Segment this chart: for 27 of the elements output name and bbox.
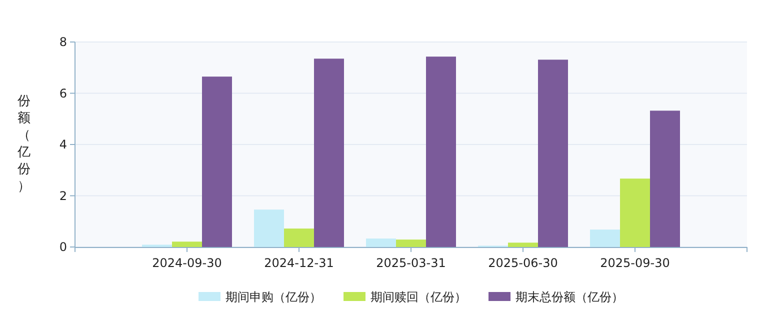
bar: [508, 242, 538, 247]
bar: [538, 60, 568, 247]
x-tick-label: 2025-09-30: [600, 256, 670, 270]
legend-label: 期间申购（亿份）: [226, 290, 322, 304]
bar: [590, 230, 620, 247]
bar: [202, 76, 232, 247]
x-tick-label: 2025-06-30: [488, 256, 558, 270]
y-tick-label: 4: [59, 138, 67, 152]
bar: [620, 178, 650, 247]
x-tick-label: 2025-03-31: [376, 256, 446, 270]
y-tick-label: 0: [59, 240, 67, 254]
bar: [254, 210, 284, 247]
y-tick-label: 2: [59, 188, 67, 203]
x-tick-label: 2024-09-30: [152, 256, 222, 270]
legend-label: 期间赎回（亿份）: [370, 290, 466, 304]
bar: [366, 238, 396, 247]
x-tick-label: 2024-12-31: [264, 256, 334, 270]
bar: [396, 240, 426, 247]
y-tick-label: 6: [59, 86, 67, 100]
legend-label: 期末总份额（亿份）: [516, 290, 624, 304]
bar: [426, 56, 456, 247]
bar: [172, 242, 202, 247]
bar: [650, 110, 680, 247]
bar: [314, 58, 344, 247]
y-axis-title: 份额（亿份）: [16, 94, 30, 194]
y-tick-label: 8: [59, 35, 67, 49]
bar: [284, 228, 314, 247]
